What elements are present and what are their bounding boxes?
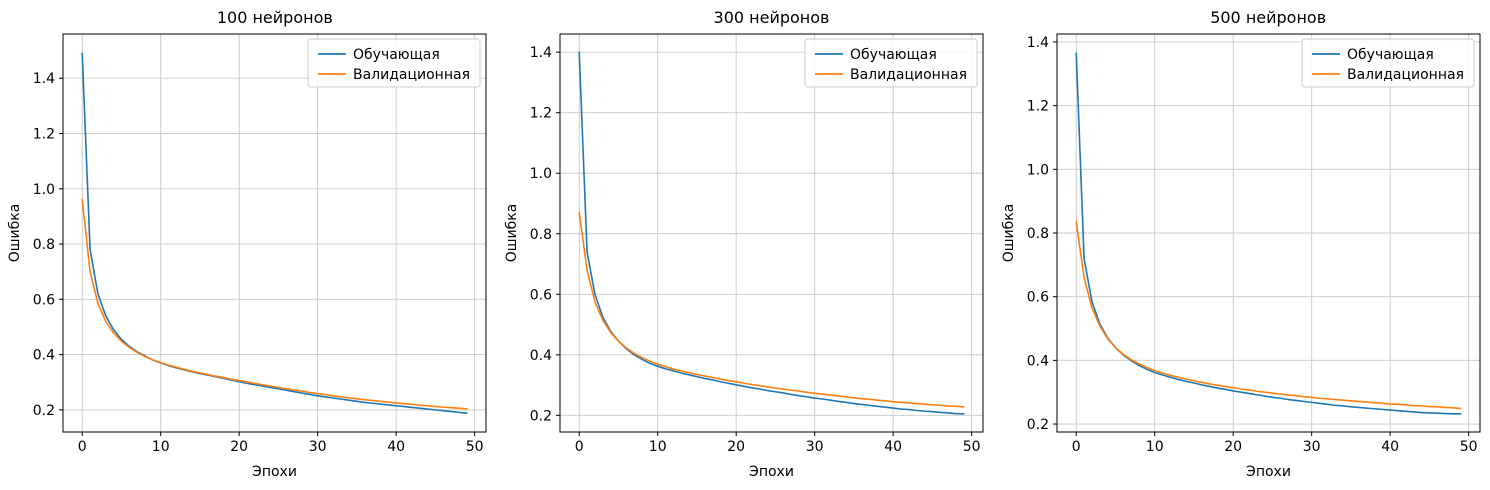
x-tick-label: 30 xyxy=(309,439,327,455)
chart-title: 300 нейронов xyxy=(713,8,830,27)
chart-title: 500 нейронов xyxy=(1210,8,1327,27)
x-tick-label: 20 xyxy=(231,439,249,455)
chart-panel-300: 300 нейронов 0 10 20 30 40 50 0.2 0.4 0.6 0.8 1.0 1… xyxy=(497,0,994,490)
chart-panel-100: 100 нейронов 0 10 20 30 40 50 0.2 0.4 0.6 0.8 1.0 1… xyxy=(0,0,497,490)
legend: Обучающая Валидационная xyxy=(307,38,481,88)
x-axis-label: Эпохи xyxy=(252,464,297,480)
plot-area xyxy=(63,34,487,432)
chart-panel-500: 500 нейронов 0 10 20 30 40 50 0.2 0.4 0.6 0.8 1.0 1… xyxy=(993,0,1490,490)
x-axis-label: Эпохи xyxy=(1246,464,1291,480)
y-axis-label: Ошибка xyxy=(7,204,23,263)
x-tick-label: 40 xyxy=(1381,439,1399,455)
y-tick-label: 0.2 xyxy=(530,408,552,424)
legend-label-1: Валидационная xyxy=(353,67,470,83)
series-line-0 xyxy=(1075,52,1462,415)
y-tick-label: 1.4 xyxy=(1026,35,1048,51)
x-tick-label: 50 xyxy=(466,439,484,455)
y-tick-label: 0.4 xyxy=(33,348,55,364)
legend-label-0: Обучающая xyxy=(353,47,440,63)
legend-label-1: Валидационная xyxy=(850,67,967,83)
y-tick-label: 1.0 xyxy=(1026,162,1048,178)
axes-spines xyxy=(559,33,984,433)
legend-box xyxy=(307,38,481,88)
x-tick-label: 10 xyxy=(649,439,667,455)
legend-label-1: Валидационная xyxy=(1347,67,1464,83)
x-axis-label: Эпохи xyxy=(749,464,794,480)
y-tick-label: 0.6 xyxy=(1026,290,1048,306)
x-tick-label: 50 xyxy=(1459,439,1477,455)
line-chart-500: 0 10 20 30 40 50 0.2 0.4 0.6 0.8 1.0 1.2 1.4 Эпохи Оши… xyxy=(1001,33,1481,480)
x-tick-label: 20 xyxy=(1224,439,1242,455)
y-tick-label: 1.2 xyxy=(530,106,552,122)
y-tick-label: 0.2 xyxy=(33,403,55,419)
y-tick-label: 1.2 xyxy=(1026,99,1048,115)
series-line-1 xyxy=(1075,221,1462,410)
x-tick-label: 40 xyxy=(884,439,902,455)
y-tick-label: 1.0 xyxy=(33,182,55,198)
x-tick-label: 0 xyxy=(575,439,584,455)
axes-spines xyxy=(62,33,487,433)
y-tick-label: 0.8 xyxy=(530,227,552,243)
x-tick-label: 10 xyxy=(1145,439,1163,455)
y-tick-label: 0.4 xyxy=(1026,353,1048,369)
y-tick-label: 0.8 xyxy=(1026,226,1048,242)
series-line-0 xyxy=(578,51,965,415)
x-tick-label: 0 xyxy=(78,439,87,455)
legend: Обучающая Валидационная xyxy=(804,38,978,88)
y-tick-label: 0.6 xyxy=(530,287,552,303)
y-tick-label: 0.2 xyxy=(1026,417,1048,433)
x-tick-label: 50 xyxy=(963,439,981,455)
line-chart-300: 0 10 20 30 40 50 0.2 0.4 0.6 0.8 1.0 1.2 1.4 Эпохи Оши… xyxy=(504,33,984,480)
y-tick-label: 1.4 xyxy=(33,71,55,87)
x-tick-label: 0 xyxy=(1071,439,1080,455)
legend: Обучающая Валидационная xyxy=(1301,38,1475,88)
legend-label-0: Обучающая xyxy=(1347,47,1434,63)
y-tick-label: 0.8 xyxy=(33,237,55,253)
y-tick-label: 0.6 xyxy=(33,292,55,308)
legend-box xyxy=(1301,38,1475,88)
y-tick-label: 1.0 xyxy=(530,166,552,182)
x-tick-label: 30 xyxy=(1302,439,1320,455)
series-line-1 xyxy=(578,211,965,408)
x-tick-label: 10 xyxy=(152,439,170,455)
y-axis-label: Ошибка xyxy=(1001,204,1017,263)
y-tick-label: 1.2 xyxy=(33,127,55,143)
legend-label-0: Обучающая xyxy=(850,47,937,63)
line-chart-100: 0 10 20 30 40 50 0.2 0.4 0.6 0.8 1.0 1.2 1.4 Эпохи Оши… xyxy=(7,33,487,480)
legend-box xyxy=(804,38,978,88)
chart-title: 100 нейронов xyxy=(216,8,333,27)
x-tick-label: 40 xyxy=(388,439,406,455)
y-tick-label: 1.4 xyxy=(530,45,552,61)
series-line-1 xyxy=(81,199,468,410)
plot-area xyxy=(560,34,983,432)
y-axis-label: Ошибка xyxy=(504,204,520,263)
x-tick-label: 20 xyxy=(727,439,745,455)
x-tick-label: 30 xyxy=(806,439,824,455)
y-tick-label: 0.4 xyxy=(530,348,552,364)
